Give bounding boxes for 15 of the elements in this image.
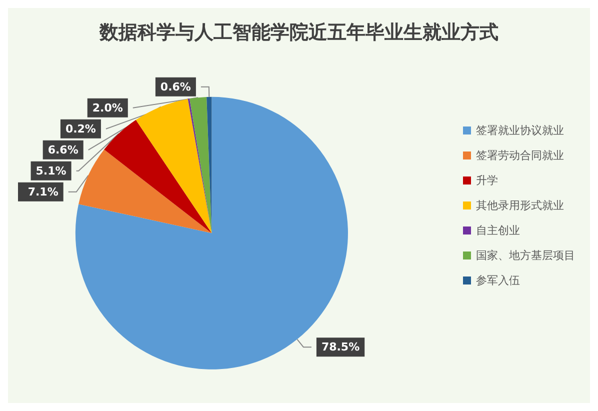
data-label: 2.0%: [92, 101, 123, 114]
data-label: 78.5%: [321, 340, 360, 354]
data-label: 5.1%: [36, 164, 66, 178]
legend-label: 签署就业协议就业: [476, 124, 564, 137]
legend-label: 其他录用形式就业: [476, 199, 564, 212]
legend-label: 国家、地方基层项目: [476, 249, 575, 262]
chart-title: 数据科学与人工智能学院近五年毕业生就业方式: [98, 22, 498, 44]
legend-label: 升学: [476, 174, 498, 187]
legend-label: 参军入伍: [476, 274, 520, 287]
data-label: 6.6%: [48, 143, 78, 156]
legend-label: 签署劳动合同就业: [476, 149, 564, 162]
legend-label: 自主创业: [476, 224, 520, 237]
data-label: 0.2%: [65, 122, 96, 136]
data-label: 0.6%: [160, 80, 191, 94]
data-label: 7.1%: [28, 185, 58, 198]
